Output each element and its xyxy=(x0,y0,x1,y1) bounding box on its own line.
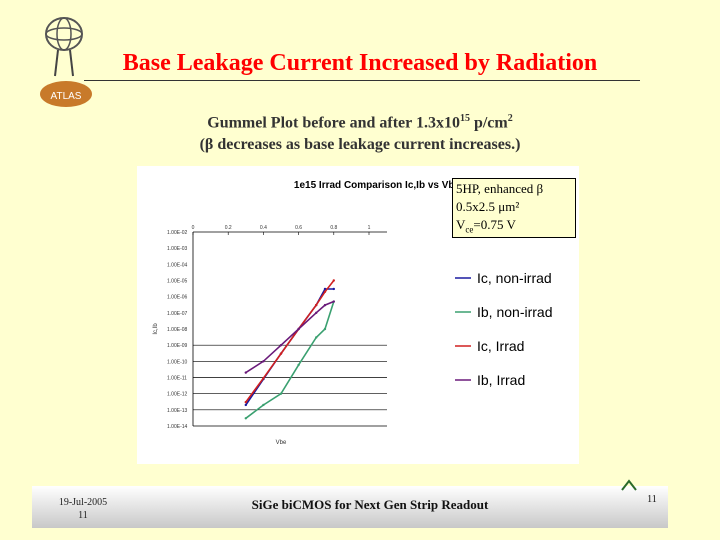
footer-bar xyxy=(32,486,668,528)
annotation-line-1: 5HP, enhanced β xyxy=(456,181,544,196)
data-point xyxy=(315,303,318,307)
y-tick-label: 1.00E-07 xyxy=(167,311,188,317)
data-point xyxy=(323,303,327,307)
y-axis-label: Ic,Ib xyxy=(153,323,159,335)
annotation-line-3: Vce=0.75 V xyxy=(456,217,516,235)
x-tick-label: 0.2 xyxy=(225,225,232,231)
logo-text: ATLAS xyxy=(51,91,82,102)
title-underline xyxy=(84,80,640,81)
subtitle-line-1: Gummel Plot before and after 1.3x1015 p/… xyxy=(207,113,513,132)
data-point xyxy=(279,352,283,355)
x-tick-label: 0.4 xyxy=(260,225,267,231)
y-tick-label: 1.00E-05 xyxy=(167,279,188,285)
footer-date-page: 11 xyxy=(78,510,88,521)
device-annotation: 5HP, enhanced β 0.5x2.5 μm² Vce=0.75 V xyxy=(452,178,576,238)
footer-date-block: 19-Jul-2005 11 xyxy=(48,496,118,522)
data-point xyxy=(279,392,283,395)
chart-svg: 1e15 Irrad Comparison Ic,Ib vs Vbe 1.00E-… xyxy=(153,180,552,446)
data-point xyxy=(323,327,327,331)
slide-title: Base Leakage Current Increased by Radiat… xyxy=(122,50,598,76)
data-point xyxy=(315,311,318,315)
slide-subtitle: Gummel Plot before and after 1.3x1015 p/… xyxy=(140,108,580,156)
data-point xyxy=(297,363,300,367)
nav-arrow-icon[interactable] xyxy=(620,478,638,492)
legend-label: Ib, non-irrad xyxy=(477,304,552,320)
footer-page-number: 11 xyxy=(647,494,657,505)
series-line xyxy=(245,300,335,374)
y-tick-label: 1.00E-09 xyxy=(167,343,188,349)
chart-title: 1e15 Irrad Comparison Ic,Ib vs Vbe xyxy=(294,180,461,191)
annotation-line-2: 0.5x2.5 μm² xyxy=(456,199,520,214)
legend-label: Ib, Irrad xyxy=(477,372,525,388)
data-point xyxy=(244,400,247,404)
data-point xyxy=(262,377,265,380)
data-point xyxy=(332,287,335,291)
x-tick-label: 0 xyxy=(192,225,195,231)
y-tick-label: 1.00E-12 xyxy=(167,392,188,398)
data-point xyxy=(262,403,265,407)
y-tick-label: 1.00E-03 xyxy=(167,246,188,252)
y-tick-label: 1.00E-10 xyxy=(167,359,188,365)
y-tick-label: 1.00E-14 xyxy=(167,424,188,430)
data-point xyxy=(323,290,327,294)
atlas-logo: ATLAS xyxy=(40,17,92,107)
series-line xyxy=(245,288,334,406)
x-tick-label: 0.6 xyxy=(295,225,302,231)
y-tick-label: 1.00E-13 xyxy=(167,408,188,414)
footer-title: SiGe biCMOS for Next Gen Strip Readout xyxy=(251,497,489,512)
y-tick-label: 1.00E-11 xyxy=(167,376,187,382)
x-tick-label: 0.8 xyxy=(330,225,337,231)
y-tick-label: 1.00E-02 xyxy=(167,230,188,236)
x-tick-label: 1 xyxy=(368,225,371,231)
data-point xyxy=(244,371,247,374)
y-tick-label: 1.00E-04 xyxy=(167,262,188,268)
footer-date: 19-Jul-2005 xyxy=(58,497,108,508)
subtitle-line-2: (β decreases as base leakage current inc… xyxy=(199,136,521,154)
legend-label: Ic, Irrad xyxy=(477,338,524,354)
series-line xyxy=(245,301,335,419)
data-point xyxy=(279,343,283,347)
y-tick-label: 1.00E-06 xyxy=(167,295,188,301)
data-point xyxy=(323,287,327,291)
data-point xyxy=(315,336,318,339)
series-line xyxy=(245,280,335,403)
data-point xyxy=(262,360,265,363)
data-point xyxy=(332,300,335,303)
legend-label: Ic, non-irrad xyxy=(477,270,552,286)
data-point xyxy=(244,417,247,420)
data-point xyxy=(244,403,247,407)
x-axis-label: Vbe xyxy=(276,440,287,446)
y-tick-label: 1.00E-08 xyxy=(167,327,188,333)
data-point xyxy=(297,327,300,331)
data-point xyxy=(332,279,335,282)
